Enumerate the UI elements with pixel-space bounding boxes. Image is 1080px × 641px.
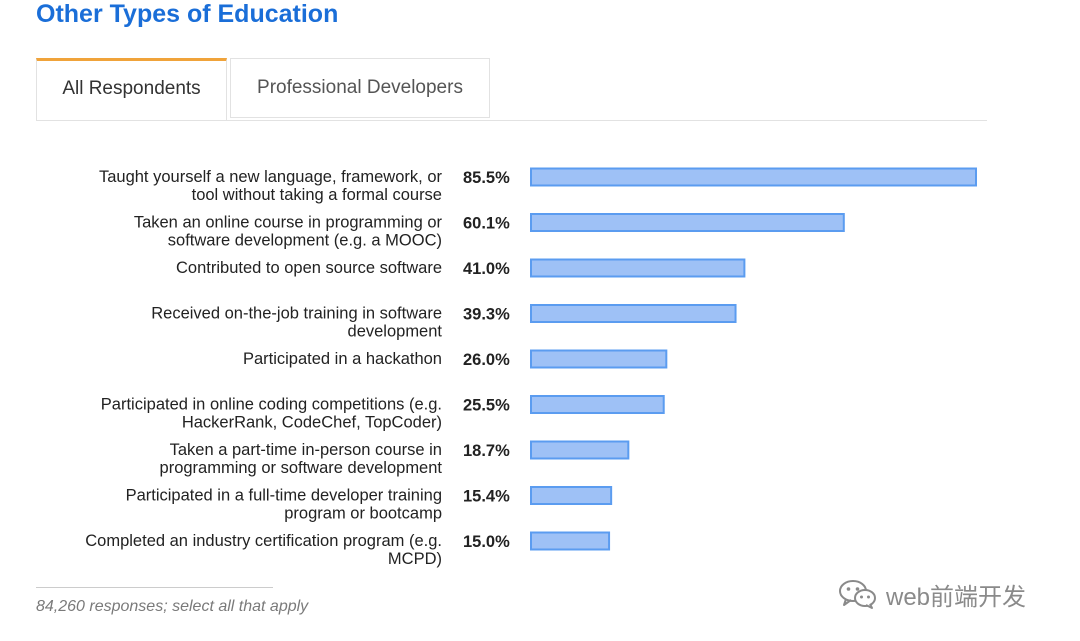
category-label: Taken an online course in programming or…: [134, 214, 443, 250]
category-label: Participated in a full-time developer tr…: [126, 487, 442, 523]
value-label: 85.5%: [463, 169, 510, 187]
bar: [530, 395, 665, 414]
category-label: Taken a part-time in-person course in pro…: [160, 441, 443, 477]
category-label: Completed an industry certification prog…: [85, 532, 442, 568]
value-label: 15.0%: [463, 533, 510, 551]
footer-divider: [36, 587, 273, 588]
value-label: 60.1%: [463, 215, 510, 233]
bar: [530, 167, 977, 187]
bar: [530, 349, 668, 369]
value-label: 25.5%: [463, 397, 510, 415]
category-label: Participated in a hackathon: [243, 350, 442, 368]
page-title: Other Types of Education: [36, 0, 339, 28]
bar: [530, 486, 613, 505]
bar: [530, 258, 746, 278]
tab-all-respondents[interactable]: All Respondents: [36, 58, 227, 120]
category-label: Contributed to open source software: [176, 259, 442, 277]
responses-footnote: 84,260 responses; select all that apply: [36, 598, 309, 615]
value-label: 26.0%: [463, 351, 510, 369]
value-label: 15.4%: [463, 488, 510, 506]
tab-bar: All Respondents Professional Developers: [36, 58, 987, 121]
watermark: web前端开发: [838, 576, 1026, 612]
value-label: 39.3%: [463, 306, 510, 324]
category-label: Participated in online coding competitio…: [101, 396, 442, 432]
watermark-text: web前端开发: [886, 583, 1027, 611]
value-label: 18.7%: [463, 442, 510, 460]
bar: [530, 440, 630, 460]
category-label: Received on-the-job training in software…: [151, 305, 442, 341]
bar: [530, 531, 611, 551]
category-label: Taught yourself a new language, framewor…: [99, 168, 443, 204]
wechat-icon: [839, 580, 876, 609]
value-label: 41.0%: [463, 260, 510, 278]
bar: [530, 304, 737, 323]
bar: [530, 213, 845, 232]
tab-professional-developers[interactable]: Professional Developers: [230, 58, 490, 118]
bar-chart: Taught yourself a new language, framewor…: [85, 167, 977, 568]
